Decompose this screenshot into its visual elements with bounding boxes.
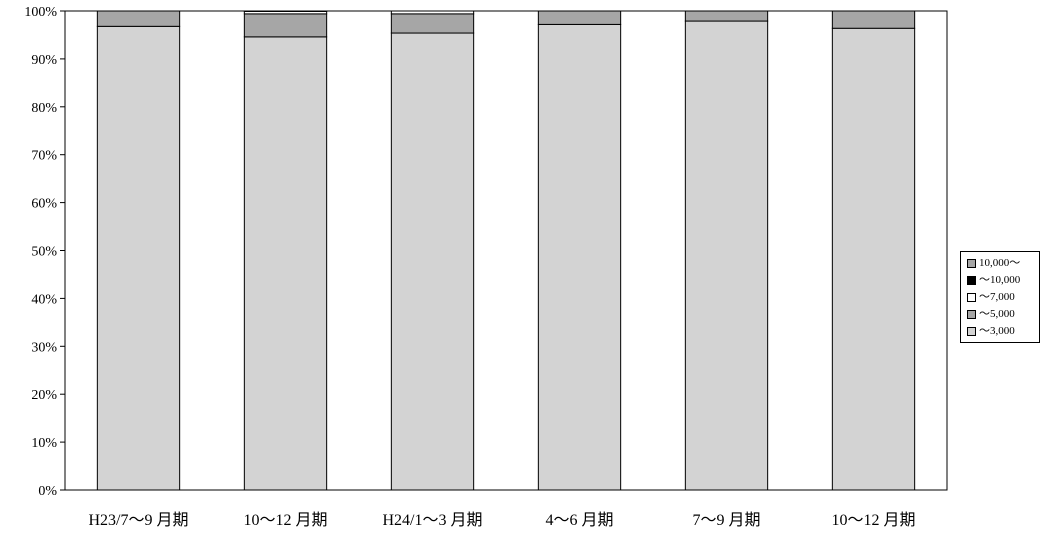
y-tick-label: 40% xyxy=(31,292,57,307)
legend-item: 10,000～ xyxy=(967,255,1035,272)
legend-swatch xyxy=(967,259,976,268)
bar-segment xyxy=(538,24,620,490)
legend-item: ～10,000 xyxy=(967,272,1035,289)
y-tick-label: 10% xyxy=(31,436,57,451)
legend-label: ～7,000 xyxy=(979,289,1015,306)
x-category-label: 10～12 月期 xyxy=(831,511,915,529)
legend-item: ～7,000 xyxy=(967,289,1035,306)
legend-swatch xyxy=(967,310,976,319)
bar-segment xyxy=(244,37,326,490)
bar-segment xyxy=(538,11,620,24)
y-tick-label: 60% xyxy=(31,197,57,212)
y-tick-label: 100% xyxy=(24,5,57,20)
x-category-label: 10～12 月期 xyxy=(243,511,327,529)
chart-legend: 10,000～～10,000～7,000～5,000～3,000 xyxy=(960,251,1040,343)
legend-label: ～3,000 xyxy=(979,323,1015,340)
plot-frame xyxy=(65,11,947,490)
x-category-label: H24/1～3 月期 xyxy=(382,511,482,529)
x-category-label: H23/7～9 月期 xyxy=(88,511,188,529)
legend-label: 10,000～ xyxy=(979,255,1020,272)
y-tick-label: 90% xyxy=(31,53,57,68)
legend-swatch xyxy=(967,276,976,285)
bar-segment xyxy=(244,14,326,37)
bar-segment xyxy=(97,11,179,26)
y-tick-label: 20% xyxy=(31,388,57,403)
legend-label: ～5,000 xyxy=(979,306,1015,323)
legend-item: ～5,000 xyxy=(967,306,1035,323)
x-category-label: 7～9 月期 xyxy=(692,511,760,529)
y-tick-label: 0% xyxy=(38,484,57,499)
bar-segment xyxy=(97,26,179,490)
y-tick-label: 30% xyxy=(31,340,57,355)
bar-segment xyxy=(685,21,767,490)
y-tick-label: 50% xyxy=(31,245,57,260)
bar-segment xyxy=(832,11,914,28)
x-category-label: 4～6 月期 xyxy=(545,511,613,529)
legend-item: ～3,000 xyxy=(967,323,1035,340)
bar-segment xyxy=(832,28,914,490)
y-tick-label: 80% xyxy=(31,101,57,116)
y-tick-label: 70% xyxy=(31,149,57,164)
legend-label: ～10,000 xyxy=(979,272,1020,289)
legend-swatch xyxy=(967,293,976,302)
bar-segment xyxy=(391,33,473,490)
bar-segment xyxy=(685,11,767,21)
bar-segment xyxy=(391,14,473,33)
legend-swatch xyxy=(967,327,976,336)
